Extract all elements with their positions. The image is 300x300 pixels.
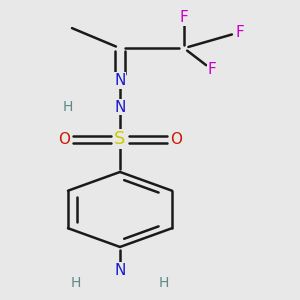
Text: F: F (180, 10, 188, 25)
Text: H: H (159, 276, 169, 289)
Text: O: O (58, 132, 70, 147)
Text: H: H (71, 276, 81, 289)
Text: N: N (114, 263, 126, 278)
Text: N: N (114, 73, 126, 88)
Text: N: N (114, 100, 126, 115)
Text: F: F (208, 62, 216, 77)
Text: S: S (114, 130, 126, 148)
Text: F: F (236, 25, 244, 40)
Text: O: O (170, 132, 182, 147)
Text: H: H (63, 100, 73, 114)
